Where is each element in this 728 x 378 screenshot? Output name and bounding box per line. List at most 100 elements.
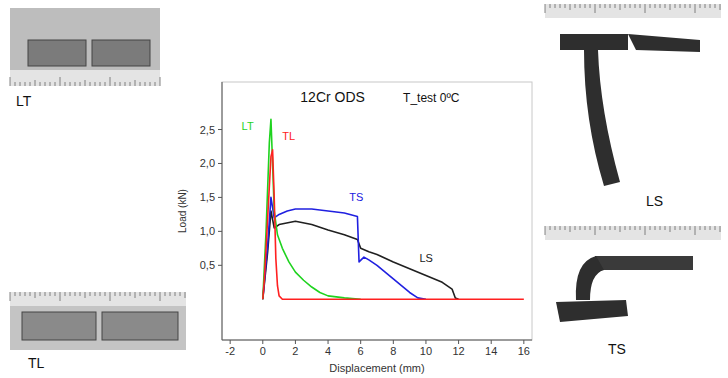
y-tick — [218, 163, 222, 164]
x-tick-label: -2 — [225, 345, 235, 357]
ruler-tick — [10, 77, 11, 86]
ruler-tick — [130, 292, 131, 296]
y-tick-label: 0,5 — [200, 259, 215, 271]
series-label: LT — [242, 120, 254, 132]
ruler-tick — [635, 226, 636, 230]
ruler-tick — [685, 226, 686, 230]
ruler-tick — [20, 292, 21, 296]
x-tick-label: 10 — [420, 345, 432, 357]
ruler-tick — [90, 292, 91, 296]
ruler-tick — [690, 226, 691, 230]
x-tick-label: 12 — [452, 345, 464, 357]
ruler-tick — [165, 292, 166, 296]
ruler-tick — [135, 80, 136, 86]
ruler-tick — [30, 292, 31, 296]
ruler-tick — [75, 82, 76, 86]
ruler-tick — [720, 226, 721, 232]
annotation: T_test 0ºC — [403, 91, 460, 105]
ruler-tick — [55, 82, 56, 86]
series-line — [263, 119, 361, 299]
ruler-tick — [635, 4, 636, 8]
ruler-tick — [630, 4, 631, 8]
ruler-tick — [25, 292, 26, 296]
ruler-tick — [605, 226, 606, 230]
ruler-tick — [680, 4, 681, 8]
ruler-tick — [45, 292, 46, 296]
ruler-tick — [115, 292, 116, 296]
y-tick — [218, 197, 222, 198]
ruler-tick — [640, 226, 641, 230]
y-tick — [218, 231, 222, 232]
x-tick — [425, 340, 426, 344]
x-tick — [328, 340, 329, 344]
ruler-tick — [670, 226, 671, 232]
ruler-tick — [80, 292, 81, 296]
ruler-tick — [660, 226, 661, 230]
ruler-tick — [545, 4, 546, 13]
specimen-label: LT — [16, 93, 32, 109]
ruler-tick — [575, 4, 576, 8]
ruler-tick — [605, 4, 606, 8]
ruler-tick — [85, 292, 86, 298]
x-tick-label: 16 — [518, 345, 530, 357]
ruler-tick — [120, 292, 121, 296]
ruler-tick — [675, 4, 676, 8]
ruler-tick — [50, 82, 51, 86]
ruler — [10, 292, 186, 306]
ruler-tick — [585, 4, 586, 8]
ruler-tick — [115, 82, 116, 86]
ruler — [545, 226, 721, 240]
ruler-tick — [40, 292, 41, 296]
ruler-tick — [35, 292, 36, 298]
specimen — [92, 40, 150, 66]
ruler-tick — [155, 292, 156, 296]
y-tick-label: 1,5 — [200, 191, 215, 203]
ruler-tick — [695, 4, 696, 13]
x-tick-label: 0 — [260, 345, 266, 357]
ruler-tick — [20, 82, 21, 86]
ruler-tick — [545, 226, 546, 235]
ruler-tick — [720, 4, 721, 10]
x-tick — [295, 340, 296, 344]
ruler-tick — [560, 4, 561, 8]
ruler-tick — [685, 4, 686, 8]
photo — [545, 4, 721, 190]
ruler-tick — [575, 226, 576, 230]
ruler-tick — [170, 292, 171, 296]
specimen — [584, 50, 620, 186]
specimen-label: TL — [28, 355, 45, 371]
ruler-tick — [45, 82, 46, 86]
y-axis-title: Load (kN) — [177, 189, 188, 233]
ruler-tick — [550, 226, 551, 230]
ruler-tick — [105, 82, 106, 86]
ruler-tick — [675, 226, 676, 230]
ruler-tick — [700, 226, 701, 230]
x-tick — [230, 340, 231, 344]
ruler-tick — [580, 226, 581, 230]
ruler-tick — [105, 292, 106, 296]
x-tick — [360, 340, 361, 344]
ruler-tick — [80, 82, 81, 86]
ruler-tick — [645, 4, 646, 13]
ruler-tick — [615, 4, 616, 8]
ruler-tick — [660, 4, 661, 8]
ruler-tick — [710, 4, 711, 8]
ruler-tick — [715, 4, 716, 8]
x-tick-label: 2 — [292, 345, 298, 357]
specimen-label: LS — [646, 193, 663, 209]
specimen — [22, 312, 96, 340]
ruler-tick — [110, 292, 111, 301]
x-tick — [491, 340, 492, 344]
ruler-tick — [565, 226, 566, 230]
photo — [545, 226, 721, 332]
ruler-tick — [60, 292, 61, 301]
ruler-tick — [10, 292, 11, 301]
ruler-tick — [90, 82, 91, 86]
ruler-tick — [140, 82, 141, 86]
ruler-tick — [610, 226, 611, 230]
photo — [10, 292, 186, 350]
ruler-tick — [680, 226, 681, 230]
ruler-tick — [55, 292, 56, 296]
ruler-tick — [570, 4, 571, 10]
x-tick — [262, 340, 263, 344]
